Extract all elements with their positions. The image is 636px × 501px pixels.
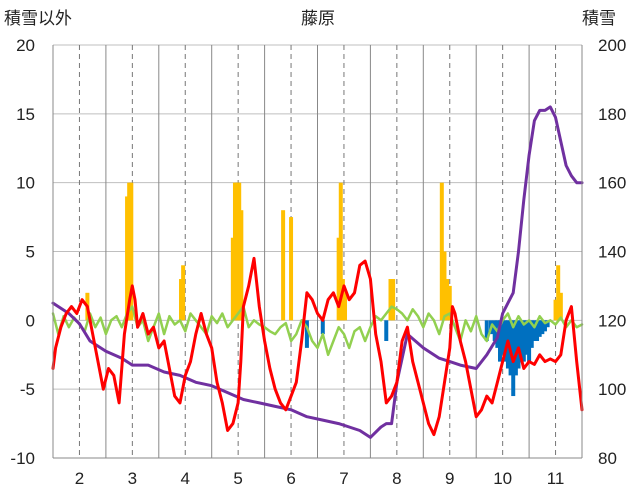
bar: [237, 182, 242, 321]
bar: [445, 279, 450, 321]
bar: [542, 320, 547, 332]
bar: [232, 182, 237, 321]
bar: [125, 196, 130, 321]
line-series: [51, 105, 584, 439]
bar: [484, 320, 489, 341]
y-tick-label-right: 80: [598, 449, 617, 468]
bar: [513, 320, 518, 376]
y-axis-right-label: 積雪: [582, 9, 616, 28]
bar: [524, 320, 529, 355]
bar: [384, 320, 389, 341]
bar: [281, 210, 286, 321]
bar: [442, 251, 447, 321]
bar: [235, 182, 240, 321]
bar: [388, 279, 393, 321]
bar: [320, 320, 325, 335]
x-tick-label: 10: [493, 469, 512, 488]
y-tick-label-right: 140: [598, 243, 626, 262]
bar: [492, 320, 497, 341]
y-tick-label-left: 0: [26, 311, 35, 330]
y-tick-label-left: 20: [16, 36, 35, 55]
x-tick-label: 5: [233, 469, 242, 488]
bar: [532, 320, 537, 341]
x-tick-label: 4: [181, 469, 190, 488]
bar-series: [85, 182, 563, 397]
bar: [529, 320, 534, 348]
y-tick-label-left: 10: [16, 174, 35, 193]
chart-title: 藤原: [301, 9, 335, 28]
bar: [127, 182, 132, 321]
bar: [181, 265, 186, 321]
bar: [553, 299, 558, 321]
bar: [545, 320, 550, 328]
bar: [498, 320, 503, 362]
x-tick-label: 7: [339, 469, 348, 488]
bar: [239, 210, 244, 321]
x-tick-label: 8: [392, 469, 401, 488]
bar: [289, 217, 294, 321]
x-tick-label: 2: [75, 469, 84, 488]
bar: [516, 320, 521, 369]
bar: [521, 320, 526, 362]
y-tick-label-right: 100: [598, 380, 626, 399]
bar: [500, 320, 505, 355]
bar: [336, 237, 341, 321]
y-tick-label-left: 15: [16, 105, 35, 124]
bar: [343, 292, 348, 321]
bar: [535, 320, 540, 341]
x-tick-label: 6: [286, 469, 295, 488]
series-line: [51, 256, 584, 437]
y-tick-label-right: 120: [598, 311, 626, 330]
x-tick-label: 9: [445, 469, 454, 488]
bar: [391, 279, 396, 321]
bar: [556, 265, 561, 321]
series-line: [51, 305, 584, 357]
y-tick-label-left: -10: [10, 449, 35, 468]
bar: [447, 285, 452, 321]
bar: [129, 182, 134, 321]
bar: [527, 320, 532, 362]
x-tick-label: 3: [128, 469, 137, 488]
y-axis-left-label: 積雪以外: [4, 9, 72, 28]
bar: [558, 292, 563, 321]
bar: [439, 182, 444, 321]
tick-labels: 20 15 10 5 0 -5 -10 200 180 160 140 120 100 80 2 3 4 5 6 7 8…: [10, 36, 626, 488]
bar: [304, 320, 309, 348]
bar: [519, 320, 524, 362]
y-tick-label-right: 180: [598, 105, 626, 124]
x-tick-label: 11: [547, 469, 565, 488]
bar: [230, 237, 235, 321]
bar: [537, 320, 542, 337]
bar: [340, 279, 345, 321]
bar: [503, 320, 508, 362]
axes: [52, 45, 583, 459]
bar: [540, 320, 545, 335]
y-tick-label-right: 200: [598, 36, 626, 55]
bar: [179, 279, 184, 321]
y-tick-label-right: 160: [598, 174, 626, 193]
y-tick-label-left: 5: [26, 243, 35, 262]
bar: [338, 182, 343, 321]
y-tick-label-left: -5: [20, 380, 35, 399]
